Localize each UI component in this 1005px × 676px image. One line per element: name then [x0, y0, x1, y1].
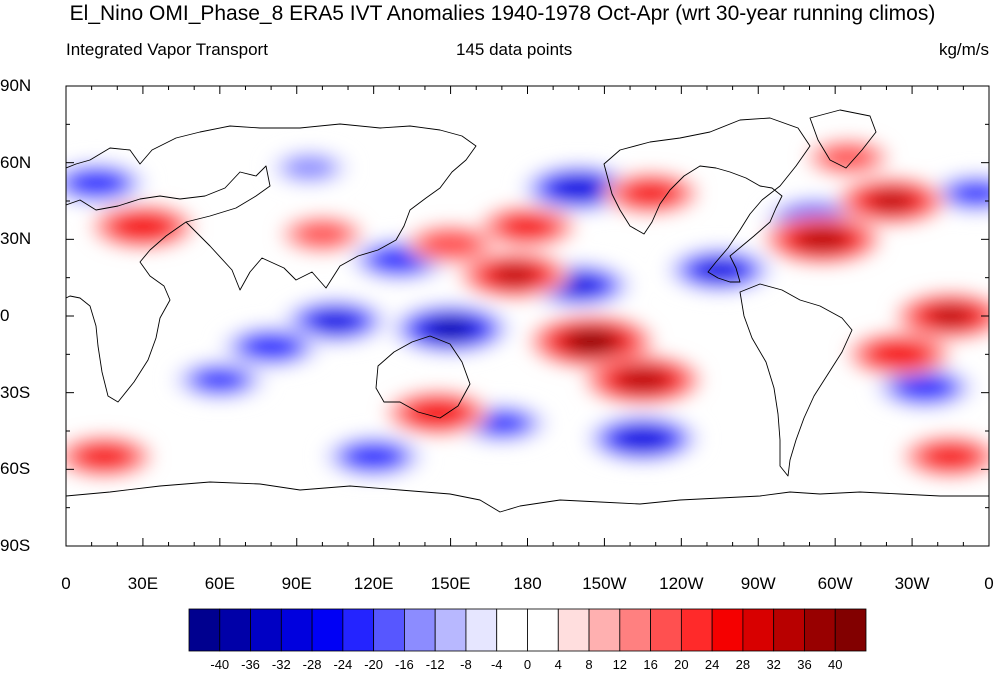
anomaly-cell	[697, 260, 742, 280]
colorbar-label: -36	[241, 657, 260, 672]
colorbar-label: -16	[395, 657, 414, 672]
lon-label: 90E	[281, 574, 312, 593]
colorbar-label: -32	[271, 657, 291, 672]
lon-label: 60E	[204, 574, 235, 593]
colorbar-label: 32	[766, 657, 781, 672]
map-title: El_Nino OMI_Phase_8 ERA5 IVT Anomalies 1…	[69, 2, 936, 25]
anomaly-cell	[552, 177, 606, 200]
anomaly-cell	[419, 230, 483, 259]
colorbar-label: 20	[674, 657, 689, 672]
south-america-outline	[739, 283, 853, 477]
colorbar-label: 36	[797, 657, 812, 672]
colorbar-label: 8	[585, 657, 593, 672]
anomaly-cell	[616, 427, 670, 450]
lat-label: 90S	[0, 536, 31, 555]
north-america-outline	[603, 117, 811, 283]
colorbar-label: -28	[302, 657, 322, 672]
anomaly-cell	[795, 228, 849, 251]
anomaly-cell	[492, 265, 537, 285]
anomaly-cell	[295, 222, 350, 246]
anomaly-cell	[869, 191, 914, 211]
lon-label: 150E	[430, 574, 471, 593]
lon-label: 180	[513, 574, 542, 593]
colorbar-label: -40	[210, 657, 230, 672]
anomaly-cell	[952, 183, 989, 204]
data-points-count: 145 data points	[456, 40, 573, 59]
africa-europe-asia-outline	[66, 165, 271, 403]
anomaly-cell	[345, 444, 403, 469]
lat-label: 90N	[0, 76, 32, 95]
anomaly-fields	[66, 139, 989, 479]
anomaly-cell	[928, 306, 973, 326]
lat-label: 30N	[0, 229, 32, 249]
lon-label: 60W	[817, 574, 853, 593]
anomaly-cell	[503, 216, 552, 237]
colorbar-label: 28	[735, 657, 751, 672]
lat-label: 0	[0, 306, 10, 325]
colorbar-label: 40	[827, 657, 843, 672]
lat-label: 30S	[0, 382, 31, 402]
lat-label: 60S	[0, 459, 31, 479]
anomaly-cell	[114, 214, 172, 239]
colorbar-label: -12	[425, 657, 445, 672]
anomaly-cell	[196, 369, 244, 391]
anomaly-cell	[870, 342, 928, 367]
asia-outline	[66, 123, 477, 291]
anomaly-cell	[626, 183, 675, 204]
anomaly-cell	[926, 446, 975, 467]
anomaly-cell	[409, 401, 467, 426]
anomaly-cell	[282, 156, 337, 180]
lon-label: 120E	[353, 574, 394, 593]
lon-label: 0	[61, 574, 71, 593]
anomaly-cell	[896, 375, 954, 400]
lat-label: 60N	[0, 152, 32, 172]
anomaly-cell	[242, 334, 300, 359]
colorbar-label: 0	[523, 657, 532, 672]
greenland-outline	[809, 109, 877, 169]
variable-name: Integrated Vapor Transport	[66, 40, 268, 59]
colorbar-label: 16	[643, 657, 658, 672]
anomaly-cell	[478, 413, 526, 434]
axis-ticks	[65, 85, 990, 547]
anomaly-cell	[821, 145, 875, 170]
lon-label: 120W	[659, 574, 704, 593]
anomaly-cell	[616, 368, 670, 392]
colorbar-label: 24	[704, 657, 720, 672]
lon-label: 30W	[894, 574, 930, 593]
lon-label: 30E	[127, 574, 159, 593]
anomaly-cell	[313, 311, 358, 331]
lon-label: 150W	[582, 574, 627, 593]
colorbar-label: 4	[554, 657, 562, 672]
colorbar-label: -24	[333, 657, 353, 672]
lon-label: 90W	[740, 574, 776, 593]
australia-outline	[375, 335, 471, 419]
anomaly-cell	[429, 320, 472, 338]
anomaly-cell	[68, 171, 126, 196]
anomaly-cell	[80, 446, 129, 467]
units-label: kg/m/s	[938, 40, 989, 59]
colorbar-label: -8	[460, 657, 472, 672]
antarctica-outline	[66, 481, 989, 513]
anomaly-cell	[570, 332, 613, 351]
colorbar-label: -4	[490, 657, 503, 672]
colorbar-label: -20	[364, 657, 384, 672]
continent-outlines	[66, 109, 989, 513]
colorbar-label: 12	[612, 657, 628, 672]
lon-label: 0	[984, 574, 994, 593]
